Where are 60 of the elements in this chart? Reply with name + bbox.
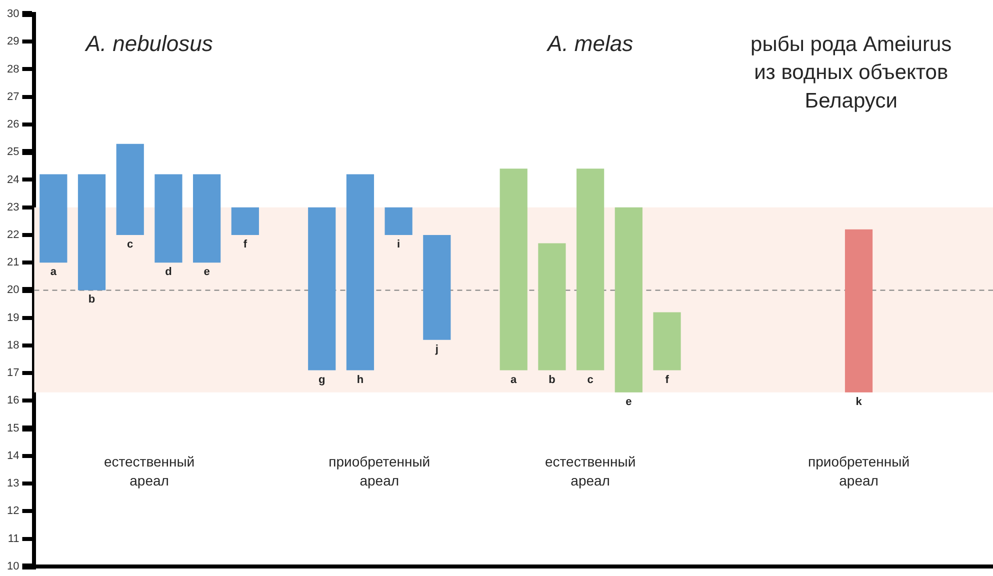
x-tick-label: i: [397, 238, 400, 250]
x-tick-label: f: [243, 238, 248, 250]
x-tick-label: b: [548, 374, 556, 386]
y-tick-label: 19: [6, 312, 20, 324]
x-tick-label: k: [856, 396, 863, 408]
x-tick-label: c: [587, 374, 594, 386]
x-tick-label: f: [665, 374, 670, 386]
x-tick-label: j: [434, 343, 438, 356]
bar: [844, 229, 873, 392]
y-tick-label: 22: [6, 228, 20, 241]
bar: [116, 144, 144, 235]
bar: [653, 312, 681, 370]
bar: [231, 207, 259, 235]
x-tick-label: e: [204, 266, 210, 278]
bar: [193, 174, 221, 263]
annotation: естественный ареал: [104, 454, 195, 489]
bar: [384, 207, 412, 235]
x-tick-label: d: [165, 266, 172, 278]
annotation: A. melas: [546, 31, 634, 56]
y-tick-label: 12: [6, 505, 20, 518]
annotation: приобретенный ареал: [328, 454, 430, 489]
y-tick-label: 28: [6, 63, 20, 76]
bar: [614, 207, 642, 392]
bar: [500, 168, 528, 370]
y-tick-label: 10: [6, 560, 20, 572]
bar: [576, 168, 604, 370]
bar: [346, 174, 374, 370]
y-tick-label: 26: [6, 118, 20, 131]
bar: [308, 207, 336, 370]
y-tick-label: 18: [6, 339, 20, 352]
annotation: рыбы рода Ameiurus из водных объектов Беларуси: [750, 32, 952, 113]
x-tick-label: e: [626, 396, 632, 408]
y-tick-label: 16: [6, 394, 20, 407]
y-tick-label: 30: [6, 8, 20, 20]
y-tick-label: 20: [6, 284, 20, 296]
y-tick-label: 14: [6, 450, 20, 462]
y-tick-label: 27: [6, 90, 20, 103]
bar: [154, 174, 182, 263]
y-tick-label: 23: [6, 201, 20, 214]
annotation: A. nebulosus: [84, 31, 213, 56]
bar: [78, 174, 106, 290]
y-tick-label: 25: [6, 146, 20, 158]
bar: [40, 174, 68, 263]
bar: [538, 243, 566, 370]
y-tick-label: 24: [6, 174, 20, 186]
x-tick-label: c: [127, 238, 134, 250]
y-tick-label: 15: [6, 422, 20, 434]
y-tick-label: 13: [6, 478, 20, 490]
annotation: естественный ареал: [544, 454, 636, 489]
y-tick-label: 11: [8, 532, 20, 545]
y-tick-label: 29: [6, 36, 20, 48]
x-tick-label: b: [88, 294, 96, 306]
y-tick-label: 21: [6, 256, 20, 269]
x-tick-label: a: [50, 266, 58, 278]
x-tick-label: g: [318, 374, 326, 386]
y-tick-label: 17: [6, 367, 20, 380]
x-tick-label: h: [356, 374, 364, 386]
x-tick-label: a: [510, 374, 518, 386]
annotation: приобретенный ареал: [808, 454, 910, 489]
bar: [423, 234, 451, 340]
